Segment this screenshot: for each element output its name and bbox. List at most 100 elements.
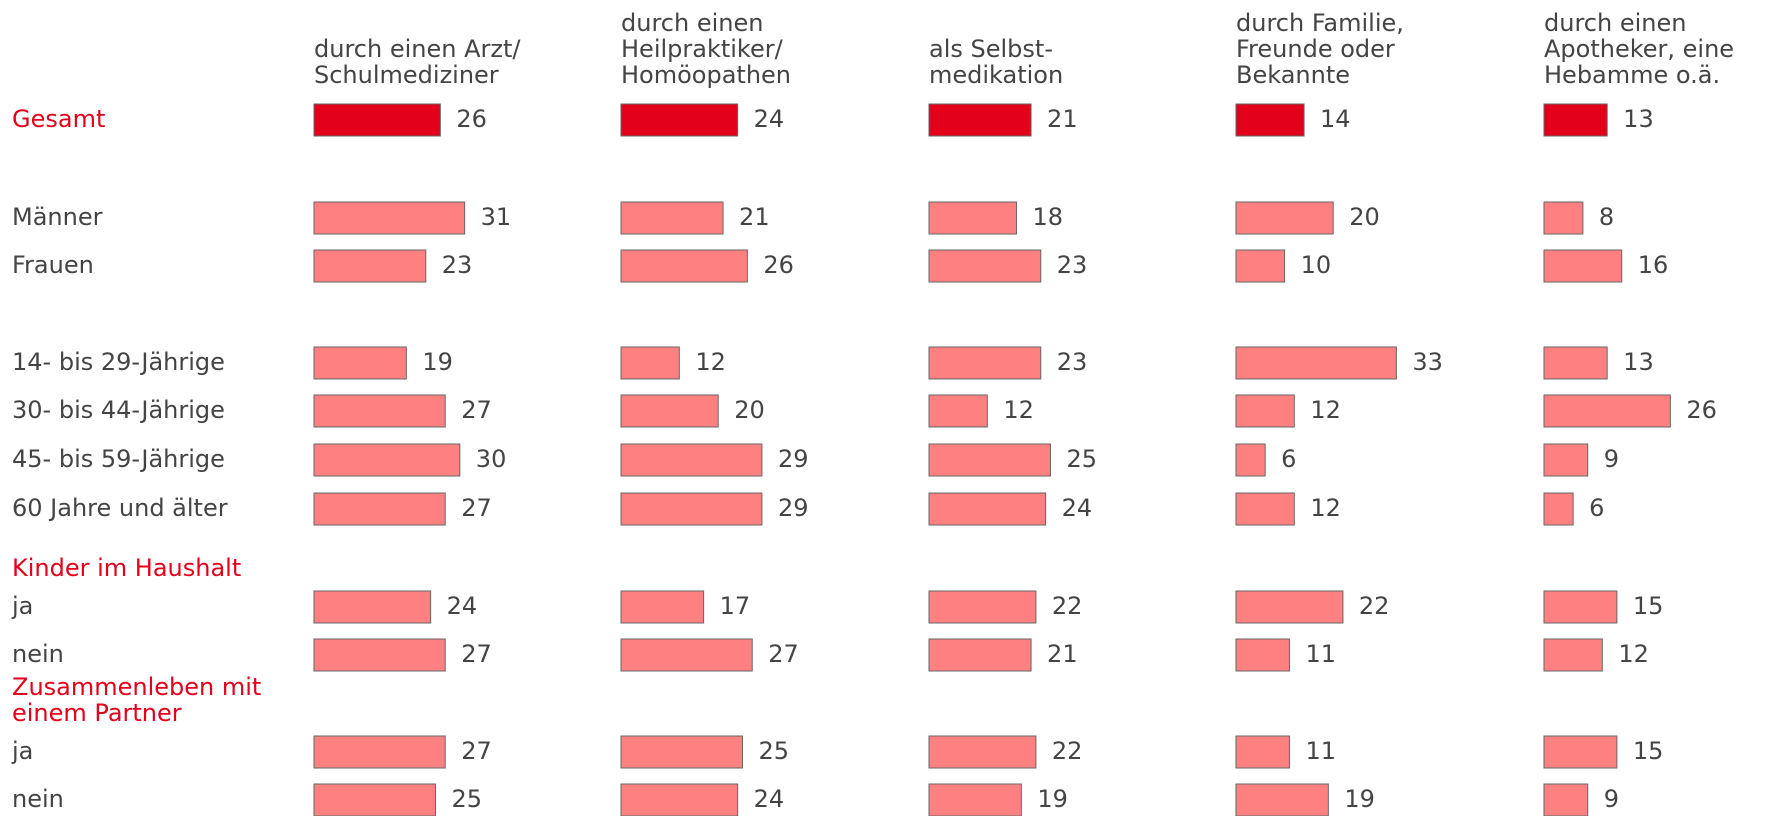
column-header: Hebamme o.ä.	[1544, 61, 1720, 89]
bar	[1235, 249, 1286, 283]
bar	[928, 735, 1037, 769]
value-label: 13	[1623, 348, 1654, 376]
value-label: 25	[1067, 445, 1098, 473]
value-label: 27	[461, 494, 492, 522]
bar	[928, 783, 1022, 816]
bar	[313, 443, 461, 477]
bar	[1235, 346, 1397, 380]
column-header: Freunde oder	[1236, 35, 1395, 63]
value-label: 25	[452, 785, 483, 813]
bar	[928, 638, 1032, 672]
bar	[1543, 443, 1589, 477]
value-label: 21	[1047, 640, 1078, 668]
bar	[313, 590, 432, 624]
bar	[313, 346, 407, 380]
bar	[313, 783, 436, 816]
row-label: 60 Jahre und älter	[12, 494, 228, 522]
bar	[928, 249, 1042, 283]
value-label: 24	[754, 105, 785, 133]
bar	[313, 249, 427, 283]
bar	[1543, 249, 1623, 283]
column-header: als Selbst-	[929, 35, 1053, 63]
value-label: 31	[481, 203, 512, 231]
section-title: Zusammenleben mit	[12, 673, 261, 701]
bar	[620, 735, 743, 769]
section-title: einem Partner	[12, 699, 182, 727]
value-label: 25	[759, 737, 790, 765]
value-label: 19	[1037, 785, 1068, 813]
bar	[1543, 346, 1608, 380]
column-header: durch einen	[1544, 9, 1686, 37]
value-label: 19	[1344, 785, 1375, 813]
row-label: ja	[11, 737, 33, 765]
bar	[1235, 201, 1334, 235]
bar	[1235, 590, 1344, 624]
bar	[1235, 103, 1305, 137]
bar	[620, 201, 724, 235]
column-header: medikation	[929, 61, 1063, 89]
row-label: nein	[12, 640, 64, 668]
bar	[313, 103, 441, 137]
value-label: 12	[1310, 396, 1341, 424]
value-label: 9	[1604, 445, 1619, 473]
value-label: 27	[461, 396, 492, 424]
bar	[620, 249, 748, 283]
bar	[928, 103, 1032, 137]
value-label: 11	[1305, 640, 1336, 668]
value-label: 24	[1062, 494, 1093, 522]
value-label: 22	[1359, 592, 1390, 620]
value-label: 27	[768, 640, 799, 668]
value-label: 26	[1686, 396, 1717, 424]
value-label: 20	[734, 396, 765, 424]
value-label: 26	[456, 105, 487, 133]
column-header: Schulmediziner	[314, 61, 499, 89]
value-label: 29	[778, 445, 809, 473]
value-label: 12	[1003, 396, 1034, 424]
value-label: 24	[447, 592, 478, 620]
column-header: Bekannte	[1236, 61, 1350, 89]
value-label: 24	[754, 785, 785, 813]
value-label: 12	[1310, 494, 1341, 522]
value-label: 27	[461, 640, 492, 668]
bar	[1543, 638, 1603, 672]
bar	[928, 443, 1051, 477]
bar	[313, 735, 446, 769]
value-label: 21	[1047, 105, 1078, 133]
row-label: 30- bis 44-Jährige	[12, 396, 225, 424]
row-label: Gesamt	[12, 105, 105, 133]
bar	[620, 346, 680, 380]
value-label: 15	[1633, 737, 1664, 765]
bar	[1543, 783, 1589, 816]
bar	[1543, 394, 1671, 428]
bar	[1543, 201, 1584, 235]
bar	[620, 590, 705, 624]
bar	[928, 590, 1037, 624]
column-header: durch Familie,	[1236, 9, 1404, 37]
value-label: 22	[1052, 592, 1083, 620]
value-label: 11	[1305, 737, 1336, 765]
bar	[928, 201, 1017, 235]
bar	[928, 346, 1042, 380]
bar	[620, 783, 739, 816]
value-label: 16	[1638, 251, 1669, 279]
bar	[1543, 492, 1574, 526]
bar	[620, 443, 763, 477]
bar	[313, 394, 446, 428]
column-header: Apotheker, eine	[1544, 35, 1734, 63]
bar	[1235, 394, 1295, 428]
value-label: 23	[442, 251, 473, 279]
value-label: 23	[1057, 251, 1088, 279]
row-label: nein	[12, 785, 64, 813]
bar	[620, 492, 763, 526]
bar	[1543, 103, 1608, 137]
bar	[620, 638, 753, 672]
value-label: 6	[1589, 494, 1604, 522]
section-title: Kinder im Haushalt	[12, 554, 241, 582]
bar	[1235, 783, 1329, 816]
value-label: 8	[1599, 203, 1614, 231]
bar	[620, 103, 739, 137]
value-label: 23	[1057, 348, 1088, 376]
row-label: 14- bis 29-Jährige	[12, 348, 225, 376]
bar	[313, 638, 446, 672]
